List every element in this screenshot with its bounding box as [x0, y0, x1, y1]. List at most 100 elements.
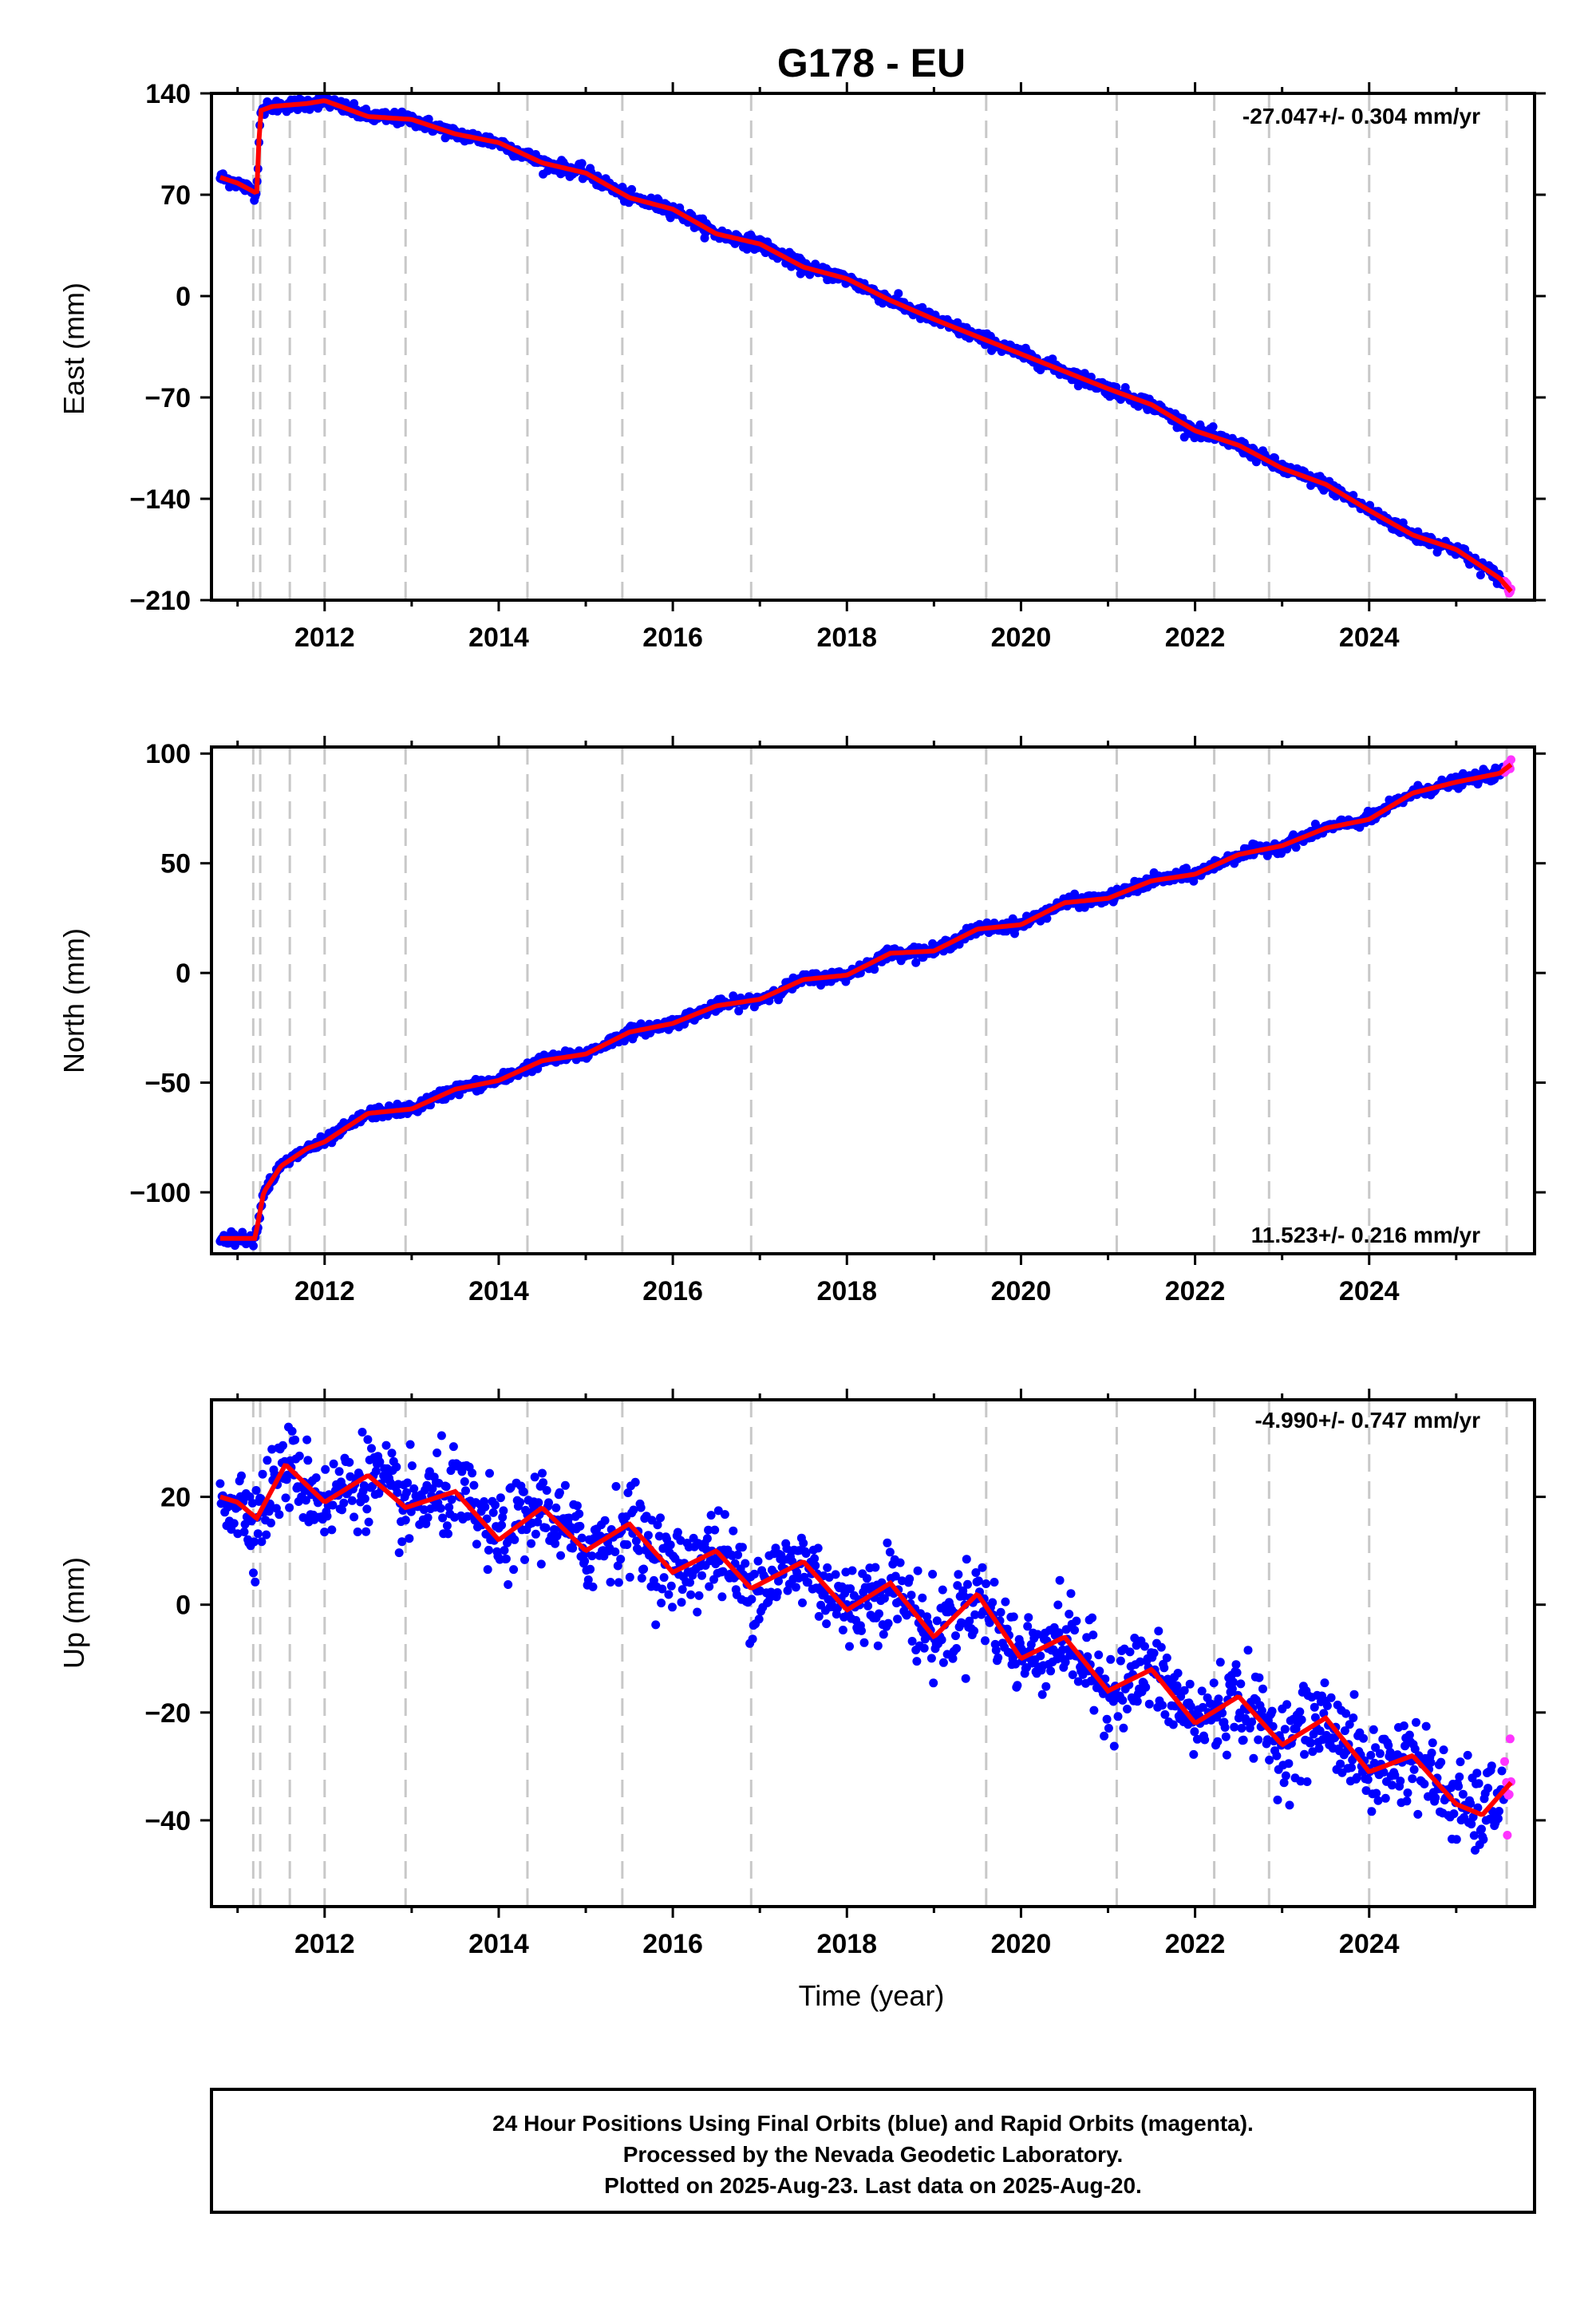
final-orbit-point [657, 1599, 666, 1608]
final-orbit-point [1322, 1701, 1332, 1710]
final-orbit-point [1410, 1745, 1420, 1754]
final-orbit-point [1088, 1630, 1098, 1640]
final-orbit-point [630, 1477, 640, 1487]
final-orbit-point [1404, 1730, 1414, 1740]
final-orbit-point [285, 1503, 294, 1512]
final-orbit-point [460, 1477, 469, 1486]
final-orbit-point [1066, 1589, 1076, 1599]
final-orbit-point [1349, 1690, 1359, 1699]
panel-north: 2012 2014 2016 2018 2020 2022 2024 100 50 0 −50 −10… [57, 736, 1546, 1306]
final-orbit-point [1369, 1725, 1378, 1734]
x-tick-label: 2012 [294, 622, 355, 653]
final-orbit-point [1104, 1724, 1113, 1733]
final-orbit-point [555, 1488, 564, 1497]
final-orbit-point [447, 1495, 456, 1504]
final-orbit-point [879, 1630, 888, 1639]
final-orbit-point [568, 1543, 578, 1553]
footer-line-2: Processed by the Nevada Geodetic Laborat… [623, 2142, 1124, 2167]
final-orbit-point [631, 1536, 641, 1546]
final-orbit-point [951, 1631, 960, 1641]
final-orbit-point [623, 1488, 633, 1497]
final-orbit-point [1455, 1773, 1464, 1781]
final-orbit-point [419, 1505, 429, 1515]
model-fit-line [219, 98, 1513, 594]
final-orbit-point [1086, 1676, 1096, 1686]
final-orbit-point [720, 1510, 729, 1520]
final-orbit-point [893, 1614, 903, 1624]
final-orbit-point [1409, 1765, 1419, 1774]
final-orbit-point [258, 1469, 267, 1479]
final-orbit-point [813, 1543, 823, 1553]
final-orbit-point [1094, 1650, 1104, 1660]
final-orbit-point [294, 1451, 304, 1460]
final-orbit-point [405, 1534, 414, 1543]
final-orbit-point [870, 965, 879, 974]
final-orbit-point [1361, 1786, 1371, 1796]
final-orbit-point [353, 1528, 362, 1536]
final-orbit-point [1116, 1656, 1125, 1666]
final-orbit-point [1208, 422, 1218, 432]
x-tick-label: 2016 [642, 1276, 703, 1306]
final-orbit-point [501, 1554, 511, 1563]
final-orbit-point [1215, 1658, 1225, 1667]
final-orbit-point [544, 1498, 553, 1508]
final-orbit-point [290, 1435, 300, 1445]
final-orbit-point [1297, 1715, 1306, 1725]
final-orbit-point [614, 1578, 623, 1587]
final-orbit-point [394, 1548, 404, 1558]
final-orbit-point [772, 1588, 782, 1597]
final-orbit-point [1281, 1771, 1290, 1780]
final-orbit-point [686, 1590, 696, 1599]
final-orbit-point [1273, 1795, 1282, 1804]
final-orbit-point [328, 1500, 338, 1510]
final-orbit-point [504, 1580, 513, 1589]
final-orbit-point [407, 1461, 417, 1471]
final-orbit-point [919, 1643, 929, 1653]
final-orbit-point [677, 1598, 686, 1607]
final-orbit-point [1373, 1796, 1383, 1805]
final-orbit-point [538, 1468, 547, 1478]
final-orbit-point [694, 1591, 704, 1600]
rate-label-up: -4.990+/- 0.747 mm/yr [1254, 1408, 1480, 1433]
final-orbit-point [656, 1513, 665, 1523]
final-orbit-point [1469, 1831, 1479, 1840]
final-orbit-point [965, 1616, 974, 1626]
final-orbit-point [1231, 1660, 1241, 1670]
plot-frame [210, 1398, 1536, 1908]
final-orbit-point [1436, 1757, 1446, 1767]
final-orbit-point [321, 1464, 330, 1474]
final-orbit-point [1300, 1749, 1309, 1759]
final-orbit-point [1156, 1642, 1166, 1652]
model-fit-line [219, 1463, 1513, 1817]
final-orbit-point [873, 1641, 883, 1650]
final-orbit-point [938, 1658, 948, 1667]
final-orbit-point [1249, 1753, 1258, 1763]
final-orbit-point [1001, 1597, 1010, 1607]
final-orbit-point [625, 1572, 634, 1582]
final-orbit-point [539, 1478, 548, 1488]
final-orbit-point [1280, 1725, 1290, 1734]
footer-frame [210, 2088, 1536, 2214]
final-orbit-point [1247, 1717, 1257, 1727]
final-orbit-point [1284, 1759, 1294, 1769]
final-orbit-point [1046, 1666, 1056, 1676]
final-orbit-point [833, 1603, 842, 1613]
x-tick-label: 2022 [1165, 622, 1226, 653]
final-orbit-point [1427, 1749, 1436, 1757]
final-orbit-point [1341, 1709, 1351, 1718]
final-orbit-point [1106, 1654, 1116, 1664]
final-orbit-point [311, 1473, 321, 1483]
final-orbit-point [393, 1488, 402, 1497]
final-orbit-point [1232, 1668, 1242, 1678]
equipment-change-lines [251, 747, 1508, 1254]
xlabel-time: Time (year) [799, 1979, 945, 2012]
final-orbit-point [1238, 1735, 1248, 1745]
rapid-orbit-point [1503, 1831, 1512, 1840]
final-orbit-point [978, 1563, 987, 1572]
final-orbit-point [1095, 1666, 1104, 1676]
final-orbit-point [1036, 1651, 1045, 1661]
final-orbit-point [322, 1512, 332, 1521]
final-orbit-point [516, 1498, 525, 1507]
final-orbit-point [658, 1584, 667, 1594]
